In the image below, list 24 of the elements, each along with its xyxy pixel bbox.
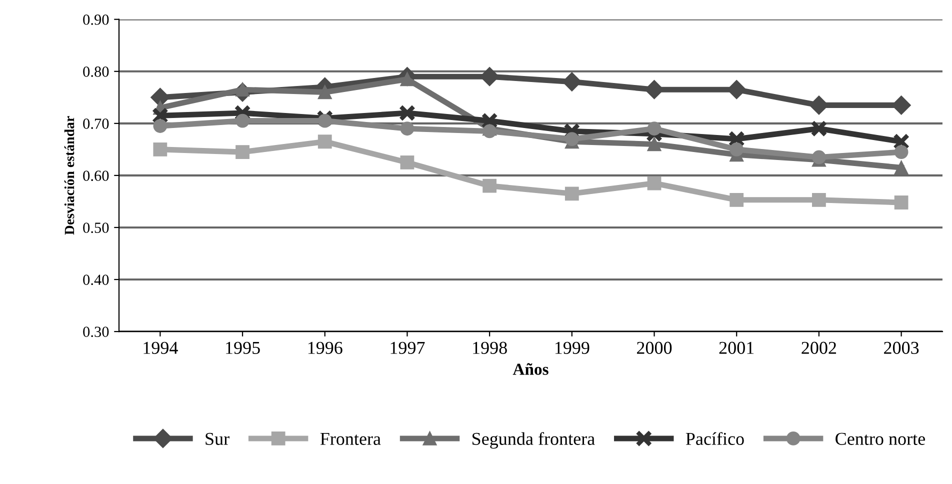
y-tick-label: 0.90 — [83, 14, 109, 25]
x-tick-label: 1997 — [390, 342, 425, 354]
legend-label: Pacífico — [686, 432, 744, 445]
y-tick-label: 0.60 — [83, 170, 109, 181]
y-tick-label: 0.40 — [83, 274, 109, 286]
x-tick-label: 1999 — [555, 342, 590, 354]
legend-label: Segunda frontera — [472, 432, 595, 449]
x-tick-label: 1995 — [226, 342, 260, 354]
y-tick-label: 0.80 — [83, 66, 109, 77]
x-tick-label: 2001 — [719, 342, 754, 354]
x-tick-label: 1996 — [308, 342, 342, 354]
x-tick-label: 2003 — [884, 342, 919, 354]
y-axis-title: Desviación estándar — [64, 116, 74, 235]
y-tick-label: 0.50 — [83, 222, 109, 233]
x-tick-label: 2002 — [802, 342, 836, 354]
y-tick-label: 0.70 — [83, 118, 109, 129]
y-tick-label: 0.30 — [83, 326, 109, 338]
legend-label: Frontera — [320, 432, 381, 445]
x-tick-label: 1994 — [144, 342, 178, 354]
x-tick-label: 1998 — [473, 342, 507, 354]
legend-label: Sur — [206, 432, 230, 445]
legend-label: Centro norte — [836, 432, 925, 445]
x-tick-label: 2000 — [637, 342, 672, 354]
x-axis-title: Años — [512, 363, 548, 375]
